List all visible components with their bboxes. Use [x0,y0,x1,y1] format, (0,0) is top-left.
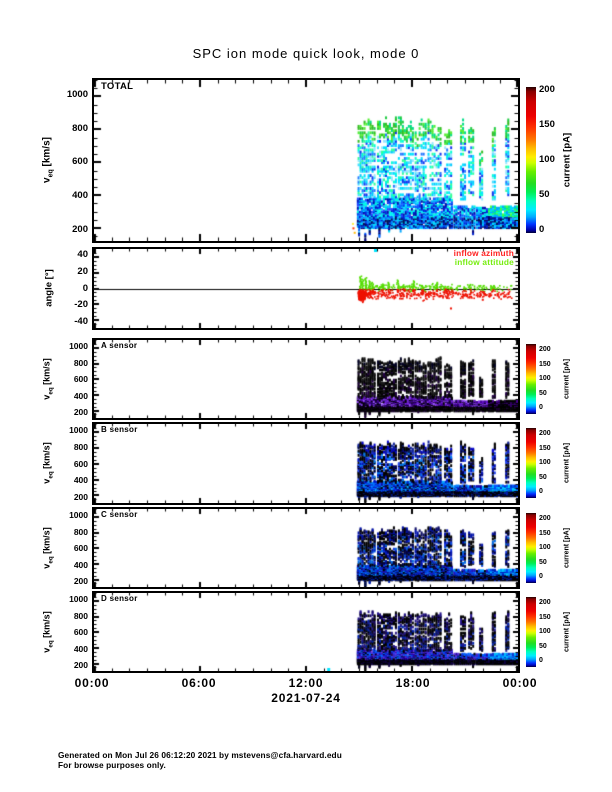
panel-label-sensor-d: D sensor [101,594,138,603]
colorbar-sensor-d [526,597,536,667]
tick-label: 400 [73,390,88,401]
tick-label: 0 [539,224,545,235]
tick-label: 0 [82,282,88,294]
panel-sensor-c: C sensor [92,507,520,589]
colorbar-sensor-c [526,513,536,583]
tick-label: 400 [73,475,88,486]
sensor-c-spectrogram-canvas [94,509,518,587]
footer: Generated on Mon Jul 26 06:12:20 2021 by… [58,750,342,770]
tick-label: 200 [539,430,551,437]
footer-generated-line: Generated on Mon Jul 26 06:12:20 2021 by… [58,750,342,760]
tick-label: 1000 [69,594,88,605]
tick-label: 800 [73,610,88,621]
tick-label: 50 [539,642,547,650]
tick-label: 1000 [69,341,88,352]
panel-total: TOTAL [92,78,520,243]
tick-label: 150 [539,444,551,452]
tick-label: 100 [539,375,551,382]
panel-label-sensor-b: B sensor [101,425,138,434]
tick-label: 1000 [69,425,88,436]
legend-inflow-attitude: inflow attitude [454,257,514,267]
tick-label: 200 [73,492,88,503]
panel-sensor-b: B sensor [92,422,520,505]
tick-label: 00:00 [74,676,110,690]
colorbar-label-sensor-b: current [pA] [563,442,571,484]
tick-label: 400 [72,190,88,202]
tick-label: 100 [539,459,551,466]
plot-title: SPC ion mode quick look, mode 0 [192,46,420,61]
angle-scatter-canvas [94,249,518,328]
tick-label: 200 [539,84,555,95]
tick-label: 200 [73,660,88,671]
panel-label-sensor-c: C sensor [101,510,138,519]
tick-label: 200 [539,515,551,522]
tick-label: -40 [74,315,88,327]
tick-label: 50 [539,473,547,481]
sensor-d-spectrogram-canvas [94,593,518,671]
tick-label: 0 [539,404,543,411]
tick-label: 06:00 [181,676,217,690]
tick-label: 0 [539,657,543,664]
tick-label: 800 [72,122,88,134]
tick-label: 150 [539,360,551,368]
tick-label: 600 [72,156,88,168]
panel-angle: inflow azimuth inflow attitude [92,247,520,330]
tick-label: 600 [73,458,88,469]
colorbar-sensor-b [526,428,536,498]
tick-label: 200 [539,346,551,353]
tick-label: 50 [539,189,550,200]
sensor-a-spectrogram-canvas [94,340,518,418]
tick-label: 150 [539,529,551,537]
tick-label: 800 [73,526,88,537]
tick-label: 100 [539,544,551,551]
colorbar-total [526,87,536,233]
colorbar-label-total: current [pA] [561,132,573,188]
tick-label: 100 [539,628,551,635]
tick-label: 50 [539,558,547,566]
tick-label: 00:00 [502,676,538,690]
colorbar-sensor-a [526,344,536,414]
colorbar-label-sensor-c: current [pA] [563,527,571,569]
tick-label: 800 [73,357,88,368]
tick-label: 0 [539,488,543,495]
tick-label: 600 [73,374,88,385]
legend-inflow-azimuth: inflow azimuth [453,248,514,258]
panel-label-sensor-a: A sensor [101,341,138,350]
tick-label: -20 [74,299,88,311]
tick-label: 20 [77,265,88,277]
footer-browse-line: For browse purposes only. [58,760,166,770]
tick-label: 400 [73,559,88,570]
tick-label: 1000 [69,510,88,521]
total-spectrogram-canvas [94,80,518,241]
x-axis-date-label: 2021-07-24 [271,691,341,705]
tick-label: 100 [539,154,555,165]
tick-label: 600 [73,543,88,554]
tick-label: 1000 [66,88,88,100]
tick-label: 200 [539,599,551,606]
angle-legend: inflow azimuth inflow attitude [454,249,514,267]
tick-label: 200 [72,223,88,235]
sensor-b-spectrogram-canvas [94,424,518,503]
panel-sensor-a: A sensor [92,338,520,420]
tick-label: 150 [539,613,551,621]
tick-label: 40 [77,249,88,261]
tick-label: 50 [539,389,547,397]
tick-label: 12:00 [288,676,324,690]
tick-label: 400 [73,643,88,654]
tick-label: 600 [73,627,88,638]
tick-label: 0 [539,573,543,580]
tick-label: 800 [73,442,88,453]
panel-sensor-d: D sensor [92,591,520,673]
colorbar-label-sensor-d: current [pA] [563,611,571,653]
tick-label: 18:00 [395,676,431,690]
tick-label: 200 [73,576,88,587]
tick-label: 200 [73,407,88,418]
colorbar-label-sensor-a: current [pA] [563,358,571,400]
tick-label: 150 [539,119,555,130]
panel-label-total: TOTAL [101,81,134,92]
